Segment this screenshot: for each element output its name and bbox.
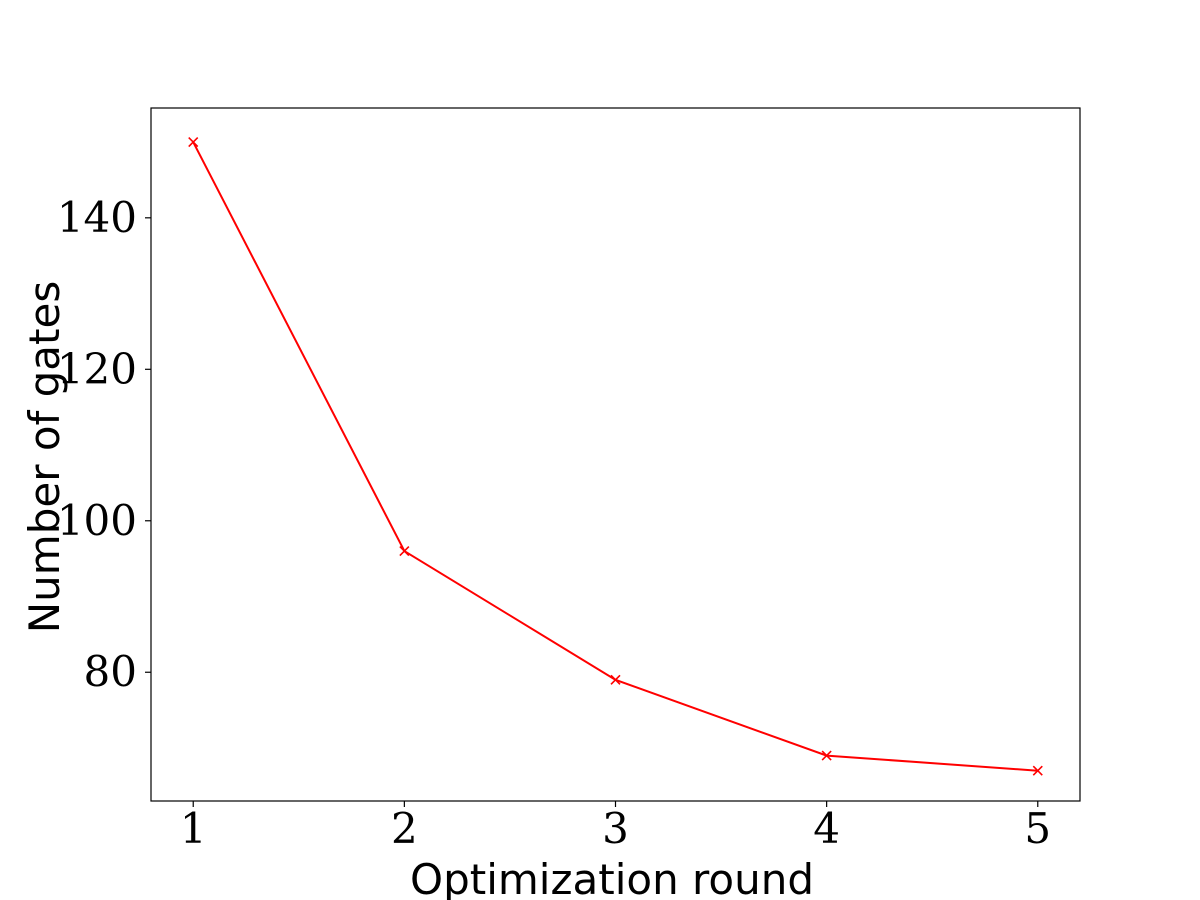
data-point-marker: [188, 137, 199, 148]
x-tick-label: 3: [602, 804, 629, 853]
y-tick-label: 140: [57, 193, 137, 242]
y-axis-title: Number of gates: [20, 281, 69, 634]
data-point-marker: [399, 546, 410, 557]
plot-frame: [150, 107, 1081, 802]
data-point-marker: [821, 750, 832, 761]
data-point-marker: [610, 674, 621, 685]
y-tick-label: 80: [84, 647, 137, 696]
x-tick-label: 4: [813, 804, 840, 853]
x-tick-label: 5: [1024, 804, 1051, 853]
x-tick-label: 2: [391, 804, 418, 853]
y-tick-label: 120: [57, 344, 137, 393]
y-tick-label: 100: [57, 496, 137, 545]
x-tick-label: 1: [180, 804, 207, 853]
series-layer: [188, 137, 1043, 776]
x-axis-title: Optimization round: [410, 855, 814, 900]
y-axis-ticks: 80 100 120 140: [57, 193, 151, 696]
data-point-marker: [1032, 765, 1043, 776]
x-axis-ticks: 1 2 3 4 5: [180, 801, 1051, 853]
series-line: [192, 141, 1038, 772]
